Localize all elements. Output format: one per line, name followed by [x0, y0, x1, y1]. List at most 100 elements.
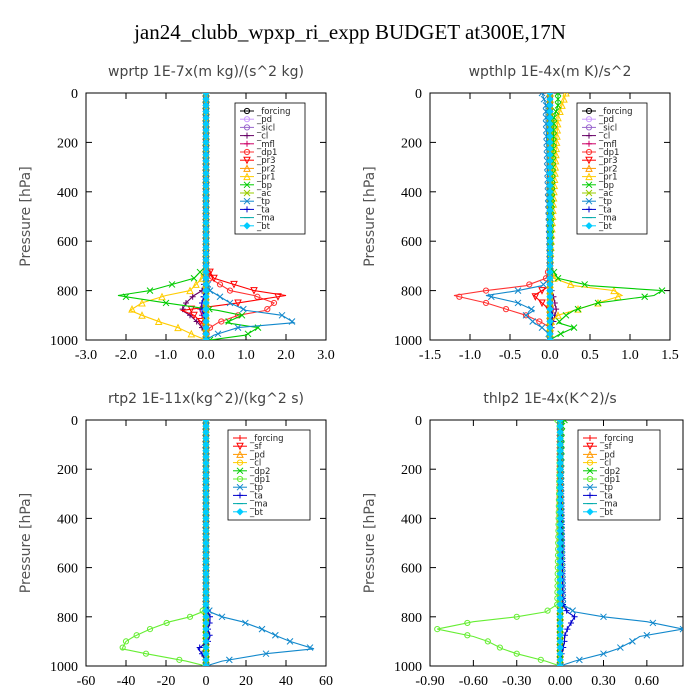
series-pr3-point: [234, 299, 242, 308]
legend-entry: _pd: [256, 115, 272, 125]
y-tick-label: 400: [57, 186, 78, 201]
series-tp-point: [542, 120, 550, 128]
series-tp-point: [202, 662, 210, 666]
y-tick-label: 200: [57, 136, 78, 151]
series-tp-point: [569, 607, 576, 615]
series-bp-point: [190, 274, 198, 282]
series-pr1-point: [128, 305, 136, 313]
series-pr3-point: [538, 299, 546, 308]
legend: _forcing_sf_pd_cl_dp2_dp1_tp_ta_ma_bt: [227, 429, 311, 521]
legend-entry: _tp: [598, 197, 612, 207]
series-dp1-point: [434, 626, 441, 633]
x-tick-label: -0.60: [459, 674, 488, 689]
series-ac-point: [546, 93, 554, 97]
series-bt-point: [202, 662, 210, 666]
series-bt-point: [546, 336, 554, 340]
series-tp-point: [629, 638, 636, 645]
x-tick-label: 0.60: [635, 674, 660, 689]
y-tick-label: 0: [71, 87, 78, 102]
legend-entry: _ac: [256, 189, 271, 199]
series-dp1-point: [456, 293, 463, 300]
series-tp-point: [258, 625, 266, 633]
legend-entry: _pd: [599, 450, 615, 460]
series-pr1-point: [560, 95, 568, 103]
y-tick-label: 400: [401, 186, 422, 201]
series-tp-point: [527, 305, 535, 313]
series-pr1-point: [154, 317, 163, 325]
series-pr3-point: [531, 293, 540, 301]
series-dp1-point: [163, 619, 170, 627]
series-dp1-point: [484, 638, 491, 645]
legend-entry: _ta: [256, 205, 270, 215]
x-tick-label: 0.30: [591, 674, 616, 689]
legend-entry: _sf: [599, 442, 613, 452]
legend-entry: _pr2: [598, 164, 618, 174]
series-tp-point: [643, 631, 651, 639]
series-bp-point: [244, 330, 252, 338]
series-tp-point: [576, 656, 583, 664]
y-tick-label: 200: [57, 463, 78, 478]
series-group: [119, 420, 315, 666]
legend-entry: _dp1: [256, 148, 277, 158]
series-dp1-point: [526, 281, 533, 288]
x-tick-label: 1.5: [661, 348, 679, 363]
legend-marker-point: [585, 172, 593, 181]
series-group: [453, 93, 666, 340]
y-tick-label: 600: [57, 235, 78, 250]
legend-marker-point: [244, 140, 250, 147]
series-tp-point: [216, 293, 224, 301]
legend-marker-point: [585, 181, 593, 189]
series-tp-point: [600, 650, 607, 658]
series-tp-point: [487, 293, 495, 301]
series-pr1-point: [192, 280, 200, 288]
legend-entry: _pr1: [256, 173, 276, 183]
series-pr3-point: [230, 280, 238, 289]
series-tp-point: [538, 93, 546, 97]
series-tp-point: [306, 644, 314, 651]
series-dp1-point: [216, 281, 224, 288]
series-dp1-point: [496, 644, 503, 651]
legend-entry: _dp1: [598, 148, 619, 158]
legend-marker-point: [585, 116, 593, 123]
y-tick-label: 1000: [50, 334, 78, 349]
series-pr1-point: [610, 286, 618, 295]
legend-marker-point: [586, 442, 594, 451]
legend-entry: _dp1: [599, 475, 620, 485]
series-bp-point: [168, 281, 176, 288]
series-tp-point: [225, 656, 233, 664]
series-pr1-point: [566, 280, 575, 288]
series-tp-point: [206, 287, 214, 294]
legend-entry: _pr2: [256, 164, 276, 174]
series-ta-point: [563, 607, 570, 614]
legend-marker-point: [243, 148, 251, 156]
legend-entry: _ma: [599, 500, 618, 510]
legend-entry: _ac: [598, 189, 613, 199]
series-dp1-point: [226, 287, 234, 294]
legend-marker-point: [236, 442, 244, 451]
legend-entry: _ma: [256, 214, 275, 224]
series-cl-point: [189, 293, 196, 300]
legend-marker-point: [243, 164, 251, 172]
legend-entry: _bt: [598, 222, 613, 232]
series-line-dp1: [205, 93, 276, 340]
y-tick-label: 800: [57, 611, 78, 626]
series-tp-point: [522, 311, 530, 319]
legend-entry: _pd: [249, 450, 265, 460]
series-bp-point: [146, 287, 154, 294]
panel-title: thlp2 1E-4x(K^2)/s: [483, 391, 616, 407]
series-bp-point: [570, 324, 578, 332]
x-tick-label: -60: [77, 674, 96, 689]
figure-title: jan24_clubb_wpxp_ri_expp BUDGET at300E,1…: [134, 20, 566, 44]
y-tick-label: 1000: [394, 334, 422, 349]
series-dp1-point: [482, 299, 490, 307]
legend-entry: _bt: [256, 222, 271, 232]
series-dp1-point: [119, 644, 126, 651]
series-bp-point: [658, 287, 666, 294]
series-pr1-point: [138, 311, 146, 319]
y-tick-label: 800: [401, 611, 422, 626]
legend: _forcing_sf_pd_cl_dp2_dp1_tp_ta_ma_bt: [577, 429, 661, 521]
series-dp1-point: [513, 650, 520, 657]
legend-entry: _tp: [256, 197, 270, 207]
y-tick-label: 200: [401, 463, 422, 478]
series-dp1-point: [502, 306, 510, 313]
